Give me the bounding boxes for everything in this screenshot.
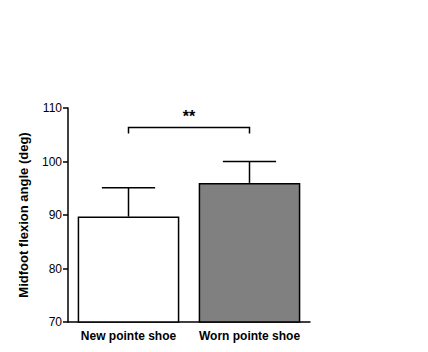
svg-text:90: 90 xyxy=(49,208,63,222)
svg-text:80: 80 xyxy=(49,262,63,276)
svg-text:New pointe shoe: New pointe shoe xyxy=(81,329,177,343)
svg-text:Worn pointe shoe: Worn pointe shoe xyxy=(199,329,300,343)
svg-text:110: 110 xyxy=(43,101,62,115)
svg-text:Midfoot flexion angle (deg): Midfoot flexion angle (deg) xyxy=(16,132,31,297)
svg-text:**: ** xyxy=(183,108,196,125)
svg-text:70: 70 xyxy=(49,315,63,329)
svg-text:100: 100 xyxy=(42,155,62,169)
